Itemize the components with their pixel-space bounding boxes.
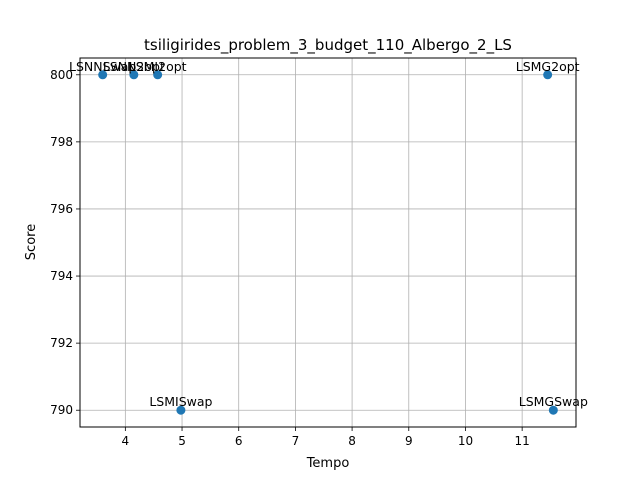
- x-tick-label: 9: [405, 434, 413, 448]
- x-axis-ticks: 4 5 6 7 8 9 10 11: [122, 427, 530, 448]
- x-tick-label: 7: [292, 434, 300, 448]
- x-tick-label: 4: [122, 434, 130, 448]
- y-tick-label: 796: [50, 202, 73, 216]
- data-point: [176, 405, 186, 415]
- y-tick-label: 790: [50, 403, 73, 417]
- data-point: [153, 70, 163, 80]
- point-label: LSMG2opt: [516, 59, 580, 74]
- y-axis-label: Score: [24, 224, 39, 260]
- point-label: LSNN2opt: [103, 59, 165, 74]
- x-tick-label: 6: [235, 434, 243, 448]
- y-axis-ticks: 790 792 794 796 798 800: [50, 68, 80, 417]
- point-label: LSMI2opt: [129, 59, 187, 74]
- plot-area: [79, 57, 577, 428]
- data-point: [548, 405, 558, 415]
- x-tick-label: 5: [178, 434, 186, 448]
- y-tick-label: 800: [50, 68, 73, 82]
- x-axis-label: Tempo: [306, 456, 350, 471]
- y-tick-label: 792: [50, 336, 73, 350]
- point-label: LSNNSwap: [69, 59, 136, 74]
- data-points: [98, 70, 558, 415]
- y-tick-label: 794: [50, 269, 73, 283]
- data-point: [543, 70, 553, 80]
- y-tick-label: 798: [50, 135, 73, 149]
- grid: [80, 58, 576, 427]
- point-label: LSMISwap: [149, 394, 212, 409]
- x-tick-label: 11: [515, 434, 530, 448]
- data-point: [98, 70, 108, 80]
- x-tick-label: 8: [348, 434, 356, 448]
- point-label: LSMGSwap: [519, 394, 588, 409]
- data-point: [129, 70, 139, 80]
- chart-title: tsiligirides_problem_3_budget_110_Alberg…: [144, 36, 512, 55]
- x-tick-label: 10: [458, 434, 473, 448]
